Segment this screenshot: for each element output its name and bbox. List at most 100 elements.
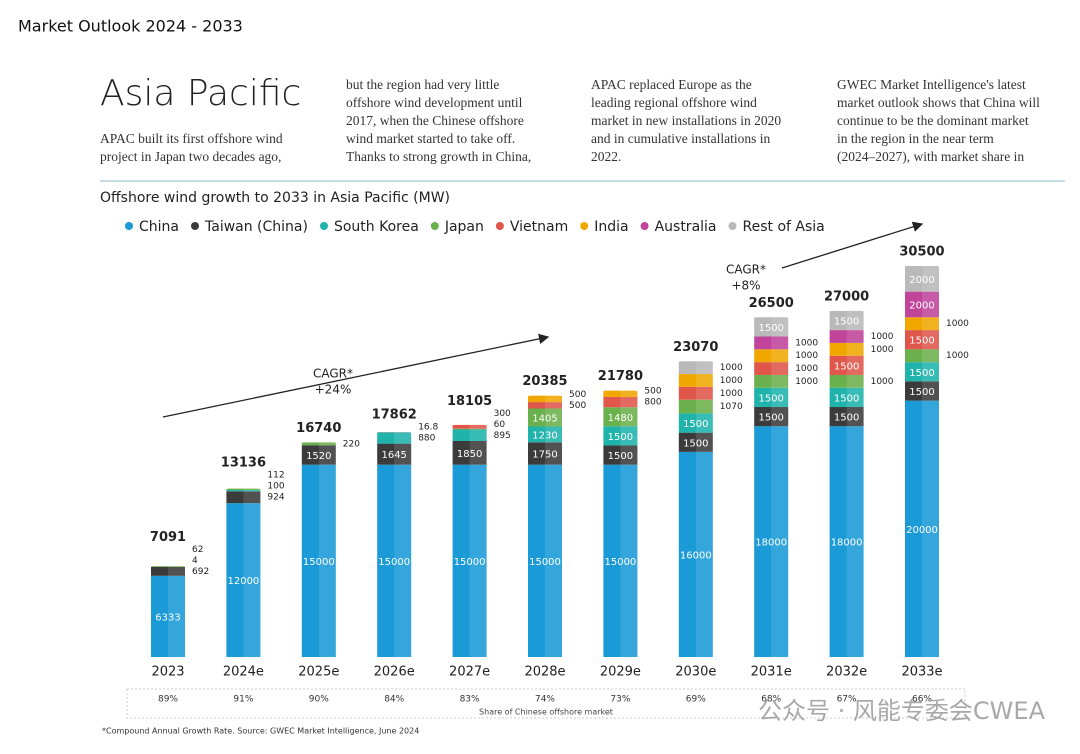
bar-shade [695,361,713,657]
segment-label: 895 [494,431,511,441]
bar-segment [754,362,789,375]
paragraph-line: but the region had very little [346,77,499,92]
x-tick-label: 2025e [298,665,339,680]
segment-label: 1500 [909,336,934,347]
share-value: 67% [837,695,857,705]
watermark: 公众号 · 风能专委会CWEA [758,697,1046,725]
bar-segment [829,426,864,657]
segment-label: 12000 [227,576,259,587]
x-tick-label: 2024e [223,665,264,680]
footnote: *Compound Annual Growth Rate. Source: GW… [102,727,419,736]
legend-swatch [191,222,199,230]
chart-title: Offshore wind growth to 2033 in Asia Pac… [100,190,450,206]
segment-label: 880 [418,433,435,443]
legend-label: India [594,219,628,235]
segment-label: 1070 [720,402,743,412]
legend-swatch [580,222,589,230]
bar-segment [905,330,939,350]
total-label: 27000 [824,289,869,304]
segment-label: 1500 [608,432,633,443]
segment-label: 1000 [871,377,894,387]
bar-shade [243,488,261,657]
paragraph-line: (2024–2027), with market share in [837,149,1024,164]
paragraph-line: 2017, when the Chinese offshore [346,113,524,128]
bar-shade [469,424,487,657]
segment-label: 62 [192,545,203,555]
bar-segment [829,342,864,356]
bar-segment [905,349,939,363]
paragraph-line: Thanks to strong growth in China, [346,149,531,164]
total-label: 20385 [522,374,567,389]
cagr-label: CAGR* [726,263,766,277]
bar-segment [754,336,789,350]
bar-segment [678,451,713,657]
share-value: 68% [761,695,781,705]
bar-segment [301,442,336,446]
total-label: 17862 [372,407,417,422]
paragraph-line: continue to be the dominant market [837,113,1029,128]
segment-label: 1500 [834,413,859,424]
bar-cap [377,426,412,433]
bar-segment [754,374,789,388]
share-value: 83% [460,695,480,705]
segment-label: 1750 [532,449,557,460]
segment-label: 2000 [909,275,934,286]
bar-cap [150,560,186,567]
x-tick-label: 2023 [151,665,184,680]
segment-label: 15000 [454,557,486,568]
share-box [126,688,966,719]
legend-label: South Korea [334,219,419,235]
share-value: 84% [384,695,404,705]
segment-label: 1000 [795,351,818,361]
x-tick-label: 2026e [374,665,415,680]
bar-segment [226,488,261,491]
bar-segment [678,374,713,387]
segment-label: 1500 [834,316,859,327]
bar-segment [829,310,864,331]
segment-label: 1645 [381,450,406,461]
total-label: 26500 [749,296,794,311]
bar-segment [603,426,638,446]
paragraph-line: APAC replaced Europe as the [591,77,752,92]
segment-label: 1500 [834,361,859,372]
total-label: 21780 [598,369,643,384]
total-label: 18105 [447,394,492,409]
paragraph-line: market outlook shows that China will [837,95,1040,110]
legend-swatch [319,222,328,230]
bar-segment [301,445,336,465]
cagr-value: +24% [315,383,352,397]
total-label: 13136 [221,456,266,471]
legend-label: Rest of Asia [743,219,825,235]
bar-shade [394,432,412,657]
bar-segment [829,387,864,408]
x-tick-label: 2033e [901,665,942,680]
legend-swatch [125,222,133,230]
share-value: 91% [233,695,253,705]
segment-label: 924 [267,493,284,503]
bar-segment [452,424,487,429]
bar-cap [904,260,940,267]
cagr-arrow [162,333,550,418]
segment-label: 16.8 [418,422,438,432]
cagr-value: +8% [731,279,760,293]
bar-cap [226,483,261,490]
paragraph-line: leading regional offshore wind [591,95,757,110]
segment-label: 15000 [529,557,561,568]
segment-label: 1000 [795,377,818,387]
bar-segment [603,390,638,398]
bar-shade [545,395,562,657]
segment-label: 18000 [831,538,863,549]
section-title: Asia Pacific [100,73,301,114]
segment-label: 15000 [378,557,410,568]
segment-label: 1520 [306,451,331,462]
x-tick-label: 2028e [524,665,565,680]
segment-label: 1500 [909,368,934,379]
bar-segment [528,426,562,443]
segment-label: 500 [569,390,586,400]
segment-label: 2000 [909,300,934,311]
segment-label: 1500 [683,438,708,449]
segment-label: 500 [644,387,661,397]
segment-label: 1000 [946,351,969,361]
bar-segment [678,432,713,452]
segment-label: 1000 [871,332,894,342]
